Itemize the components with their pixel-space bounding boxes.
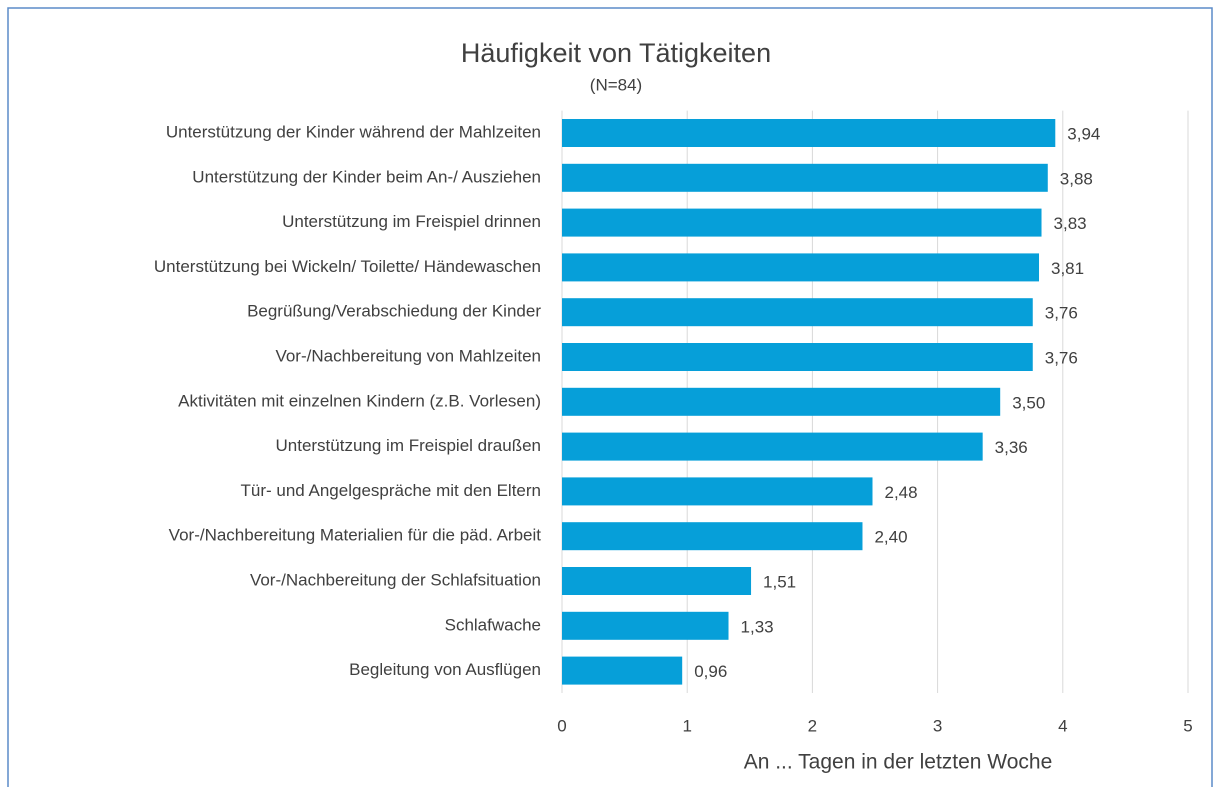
bar <box>562 387 1001 416</box>
y-tick-label: Aktivitäten mit einzelnen Kindern (z.B. … <box>178 391 541 410</box>
y-tick-label: Unterstützung im Freispiel draußen <box>275 436 541 455</box>
y-tick-label: Unterstützung der Kinder beim An-/ Auszi… <box>192 167 541 186</box>
bar <box>562 522 863 551</box>
data-label: 2,40 <box>874 528 907 547</box>
x-tick-label: 0 <box>557 716 566 735</box>
bar <box>562 477 873 506</box>
bar <box>562 567 752 595</box>
y-tick-label: Vor-/Nachbereitung von Mahlzeiten <box>275 346 541 365</box>
data-label: 1,51 <box>763 572 796 591</box>
data-label: 3,36 <box>995 438 1028 457</box>
data-label: 2,48 <box>884 483 917 502</box>
bar <box>562 611 729 640</box>
x-tick-label: 3 <box>933 716 942 735</box>
bar <box>562 432 983 461</box>
bar <box>562 163 1048 192</box>
y-tick-label: Unterstützung bei Wickeln/ Toilette/ Hän… <box>154 257 541 276</box>
y-tick-label: Unterstützung im Freispiel drinnen <box>282 212 541 231</box>
y-tick-label: Begleitung von Ausflügen <box>349 660 541 679</box>
y-tick-label: Schlafwache <box>445 615 541 634</box>
x-tick-label: 2 <box>808 716 817 735</box>
data-label: 3,76 <box>1045 304 1078 323</box>
y-tick-label: Vor-/Nachbereitung der Schlafsituation <box>250 570 541 589</box>
data-label: 3,88 <box>1060 169 1093 188</box>
bar <box>562 119 1056 147</box>
bar <box>562 298 1033 327</box>
data-label: 3,50 <box>1012 393 1045 412</box>
bar <box>562 343 1033 371</box>
data-label: 3,83 <box>1054 214 1087 233</box>
y-tick-label: Unterstützung der Kinder während der Mah… <box>166 122 541 141</box>
data-label: 3,81 <box>1051 259 1084 278</box>
y-tick-label: Tür- und Angelgespräche mit den Eltern <box>240 481 541 500</box>
data-label: 0,96 <box>694 662 727 681</box>
bar <box>562 656 683 685</box>
chart-title: Häufigkeit von Tätigkeiten <box>461 38 771 68</box>
chart-subtitle: (N=84) <box>590 75 642 94</box>
data-label: 3,94 <box>1067 124 1100 143</box>
y-tick-label: Vor-/Nachbereitung Materialien für die p… <box>169 526 542 545</box>
y-tick-label: Begrüßung/Verabschiedung der Kinder <box>247 302 541 321</box>
x-tick-label: 5 <box>1183 716 1192 735</box>
data-label: 3,76 <box>1045 348 1078 367</box>
x-axis-label: An ... Tagen in der letzten Woche <box>744 751 1053 774</box>
bar <box>562 208 1042 237</box>
data-label: 1,33 <box>741 617 774 636</box>
x-tick-label: 4 <box>1058 716 1067 735</box>
bar <box>562 253 1040 282</box>
x-tick-label: 1 <box>682 716 691 735</box>
